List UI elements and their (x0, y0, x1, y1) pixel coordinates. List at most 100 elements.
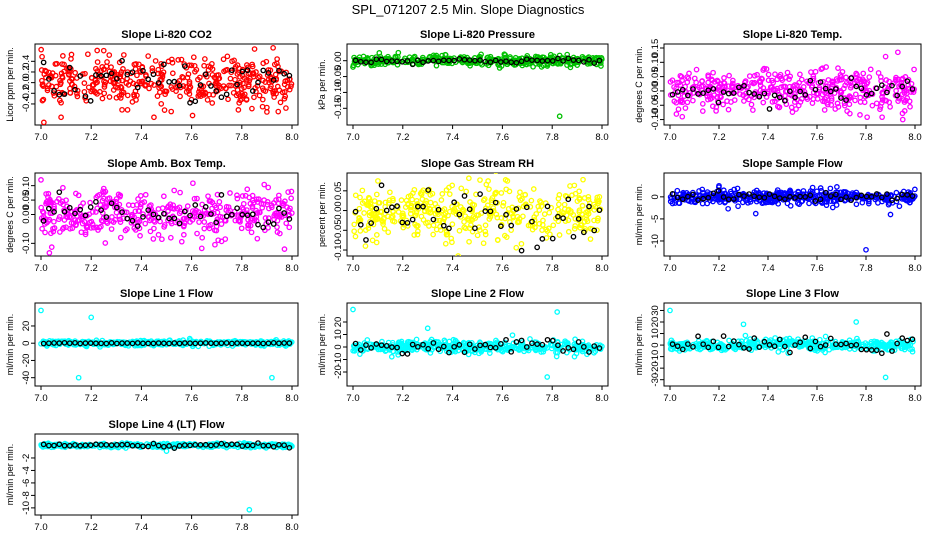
data-point (533, 211, 540, 217)
data-point (262, 215, 269, 221)
data-point (839, 68, 846, 75)
data-point (187, 219, 193, 225)
y-tick-label: -2 (21, 454, 32, 462)
data-point (860, 70, 867, 77)
data-point (527, 203, 534, 210)
reference-point (404, 58, 411, 64)
reference-point (884, 331, 890, 337)
data-point (218, 221, 225, 227)
x-tick-label: 7.6 (185, 132, 198, 143)
data-point (110, 87, 117, 93)
reference-point (817, 196, 824, 203)
x-tick-label: 7.6 (185, 263, 198, 274)
reference-point (161, 443, 167, 450)
data-point (137, 232, 143, 239)
data-point (243, 97, 250, 103)
data-point (718, 94, 724, 100)
reference-point (150, 71, 157, 78)
reference-point (213, 219, 220, 226)
data-point (380, 219, 386, 225)
plot-frame (346, 172, 609, 257)
data-point (82, 229, 89, 236)
data-point (119, 89, 125, 95)
data-point (201, 62, 207, 69)
data-point (251, 94, 257, 101)
reference-point (776, 195, 783, 201)
data-point (449, 221, 456, 228)
data-point (742, 332, 749, 339)
reference-point (181, 340, 188, 346)
reference-point (575, 57, 582, 64)
data-point (500, 203, 506, 209)
reference-point (244, 67, 251, 74)
reference-point (414, 203, 421, 210)
reference-point (817, 79, 824, 85)
data-point (907, 341, 914, 348)
data-point (569, 192, 575, 199)
data-point (220, 56, 227, 63)
data-point (746, 73, 753, 79)
reference-point (487, 59, 494, 65)
data-point (713, 104, 720, 110)
reference-point (746, 346, 752, 352)
y-tick-label: -8 (21, 491, 32, 499)
data-point (200, 83, 207, 90)
data-point (151, 82, 157, 88)
reference-point (202, 340, 209, 346)
reference-point (575, 216, 582, 222)
data-point (577, 224, 584, 231)
data-point (812, 68, 819, 75)
data-point (277, 230, 283, 237)
y-tick-label: 0 (333, 344, 344, 349)
reference-point (503, 58, 509, 64)
reference-point (281, 70, 288, 77)
data-point (90, 82, 97, 88)
figure-title: SPL_071207 2.5 Min. Slope Diagnostics (352, 2, 585, 17)
reference-point (192, 202, 199, 208)
reference-point (904, 78, 911, 85)
data-point (853, 70, 859, 77)
reference-point (197, 82, 204, 88)
data-point (427, 209, 434, 216)
reference-point (171, 78, 178, 85)
data-point (270, 44, 276, 51)
data-point (192, 209, 198, 216)
data-point (804, 96, 811, 102)
data-point (408, 203, 415, 210)
reference-point (389, 344, 395, 351)
reference-point (736, 191, 742, 198)
data-point (117, 234, 124, 241)
x-tick-label: 7.4 (446, 263, 459, 274)
data-point (389, 195, 396, 202)
x-tick-label: 7.2 (85, 393, 98, 404)
data-point (862, 84, 868, 91)
reference-point (482, 341, 489, 348)
data-point (872, 196, 879, 203)
reference-point (171, 445, 178, 451)
data-point (438, 197, 445, 203)
reference-point (145, 340, 152, 347)
data-point (89, 87, 96, 94)
reference-point (456, 342, 463, 348)
data-point (778, 84, 784, 91)
reference-point (265, 340, 272, 347)
data-point (877, 106, 883, 113)
data-point (206, 91, 212, 98)
data-point (77, 203, 84, 210)
reference-point (176, 443, 183, 449)
data-point (572, 223, 579, 229)
y-tick-label: -10 (21, 501, 32, 515)
data-point (106, 94, 113, 100)
y-axis-label: Licor ppm per min. (5, 47, 15, 122)
x-tick-label: 8.0 (285, 132, 298, 143)
reference-point (710, 338, 717, 345)
reference-point (166, 215, 172, 222)
data-point (38, 46, 45, 53)
data-point (442, 240, 449, 247)
reference-point (378, 182, 385, 189)
data-point (251, 199, 257, 206)
data-point (183, 84, 190, 90)
y-axis-label: ml/min per min. (634, 314, 644, 376)
data-point (123, 80, 130, 87)
data-point (40, 214, 47, 221)
